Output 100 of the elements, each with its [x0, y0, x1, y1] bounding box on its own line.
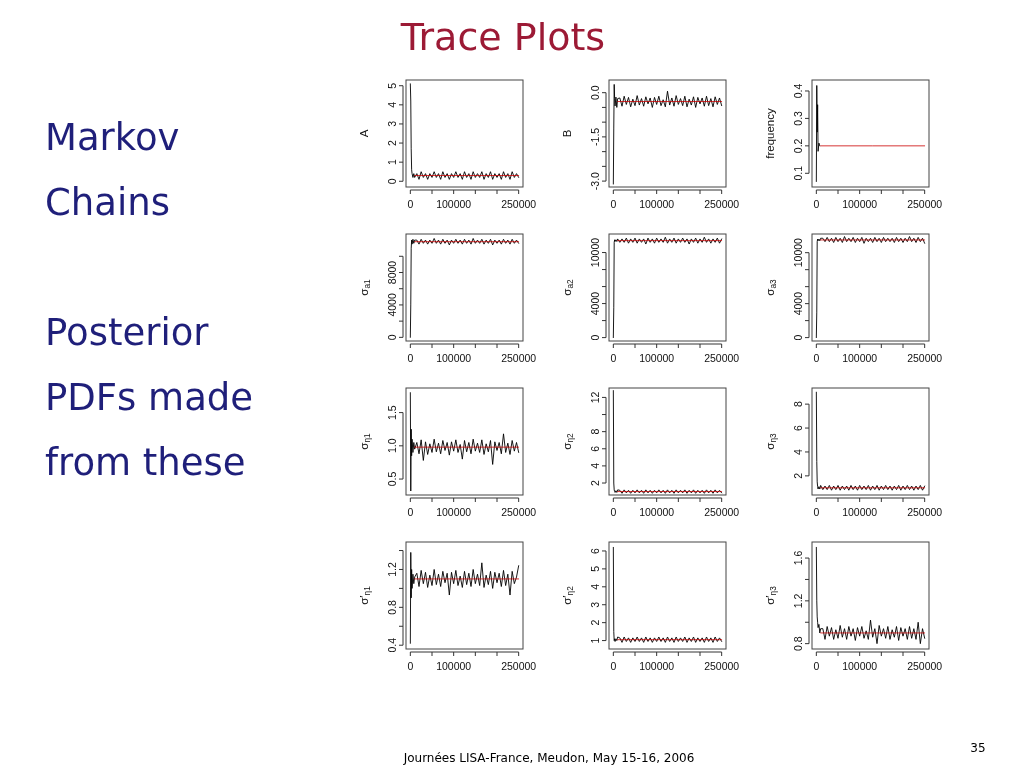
x-tick-label: 0 [407, 352, 414, 364]
y-tick-label: 2 [589, 479, 601, 486]
y-tick-label: 4 [792, 448, 804, 455]
line-series [409, 238, 520, 338]
y-tick-label: 4 [589, 583, 601, 590]
y-tick-label: 6 [589, 445, 601, 452]
y-tick-label: 0.3 [792, 110, 804, 126]
y-tick-label: 6 [589, 547, 601, 554]
x-tick-label: 250000 [907, 352, 943, 364]
y-tick-label: 10000 [792, 237, 804, 268]
y-tick-label: 0.0 [589, 85, 601, 100]
y-tick-label: 0 [386, 334, 398, 341]
x-tick-label: 0 [610, 352, 617, 364]
y-axis-title: frequency [764, 108, 776, 159]
y-tick-label: 3 [589, 601, 601, 608]
x-tick-label: 250000 [907, 660, 943, 672]
y-tick-label: 1.0 [386, 438, 398, 454]
y-tick-label: 0.2 [792, 138, 804, 154]
y-axis-title: A [358, 129, 370, 138]
x-tick-label: 250000 [501, 198, 537, 210]
x-tick-label: 100000 [436, 198, 472, 210]
text: Trace Plots [399, 15, 606, 59]
line-series [815, 546, 926, 645]
y-tick-label: 1 [386, 159, 398, 166]
x-tick-label: 0 [610, 506, 617, 518]
x-tick-label: 100000 [639, 198, 675, 210]
y-tick-label: 1.6 [792, 550, 804, 566]
y-tick-label: 6 [792, 424, 804, 431]
y-tick-label: 8 [792, 401, 804, 408]
line-series [815, 236, 926, 339]
line-series [815, 85, 821, 182]
line-series [409, 83, 520, 180]
x-tick-label: 250000 [501, 352, 537, 364]
line-series [815, 391, 926, 491]
x-tick-label: 100000 [842, 660, 878, 672]
x-tick-label: 0 [407, 198, 414, 210]
y-tick-label: 1 [589, 637, 601, 644]
y-tick-label: 0.8 [792, 636, 804, 651]
y-tick-label: 0 [386, 178, 398, 185]
x-tick-label: 0 [407, 660, 414, 672]
x-tick-label: 250000 [501, 506, 537, 518]
y-tick-label: 0.4 [386, 637, 398, 653]
y-tick-label: 4 [589, 462, 601, 469]
x-tick-label: 0 [813, 506, 820, 518]
x-tick-label: 100000 [436, 660, 472, 672]
y-tick-label: 2 [589, 619, 601, 626]
y-tick-label: 4000 [792, 291, 804, 316]
y-tick-label: 4 [386, 101, 398, 108]
y-tick-label: 0.5 [386, 471, 398, 487]
y-tick-label: 12 [589, 391, 601, 404]
x-tick-label: 100000 [436, 352, 472, 364]
line-series [409, 392, 520, 492]
x-tick-label: 0 [813, 352, 820, 364]
text: 35 [970, 741, 986, 755]
x-tick-label: 0 [407, 506, 414, 518]
x-tick-label: 250000 [704, 506, 740, 518]
y-tick-label: 0.1 [792, 165, 804, 181]
x-tick-label: 100000 [842, 352, 878, 364]
y-tick-label: 5 [386, 82, 398, 89]
y-tick-label: 1.5 [386, 405, 398, 420]
y-tick-label: -1.5 [589, 127, 601, 146]
x-tick-label: 250000 [907, 506, 943, 518]
y-tick-label: 4000 [386, 293, 398, 317]
line-series [612, 546, 723, 643]
x-tick-label: 250000 [704, 352, 740, 364]
x-tick-label: 100000 [842, 198, 878, 210]
y-tick-label: 2 [792, 472, 804, 479]
line-series [612, 390, 723, 494]
y-tick-label: 0.8 [386, 599, 398, 615]
y-tick-label: 0 [792, 334, 804, 341]
y-tick-label: 1.2 [386, 562, 398, 577]
text: Markov Chains [45, 116, 180, 224]
x-tick-label: 250000 [907, 198, 943, 210]
x-tick-label: 0 [610, 198, 617, 210]
y-tick-label: 10000 [589, 237, 601, 268]
x-tick-label: 250000 [501, 660, 537, 672]
x-tick-label: 0 [813, 660, 820, 672]
text: Posterior PDFs made from these [45, 311, 254, 484]
y-tick-label: 0 [589, 334, 601, 341]
text: Journées LISA-France, Meudon, May 15-16, 2006 [402, 751, 695, 765]
x-tick-label: 100000 [639, 352, 675, 364]
x-tick-label: 250000 [704, 660, 740, 672]
line-series [612, 236, 723, 339]
x-tick-label: 100000 [639, 660, 675, 672]
y-tick-label: 0.4 [792, 83, 804, 99]
line-series [409, 551, 520, 644]
y-tick-label: -3.0 [589, 171, 601, 191]
y-tick-label: 1.2 [792, 593, 804, 609]
y-axis-title: B [561, 129, 573, 138]
x-tick-label: 250000 [704, 198, 740, 210]
line-series [612, 83, 723, 185]
y-tick-label: 2 [386, 139, 398, 146]
y-tick-label: 8000 [386, 260, 398, 285]
x-tick-label: 0 [610, 660, 617, 672]
x-tick-label: 100000 [436, 506, 472, 518]
y-tick-label: 5 [589, 565, 601, 572]
x-tick-label: 100000 [842, 506, 878, 518]
y-tick-label: 8 [589, 428, 601, 435]
y-tick-label: 4000 [589, 291, 601, 316]
x-tick-label: 100000 [639, 506, 675, 518]
